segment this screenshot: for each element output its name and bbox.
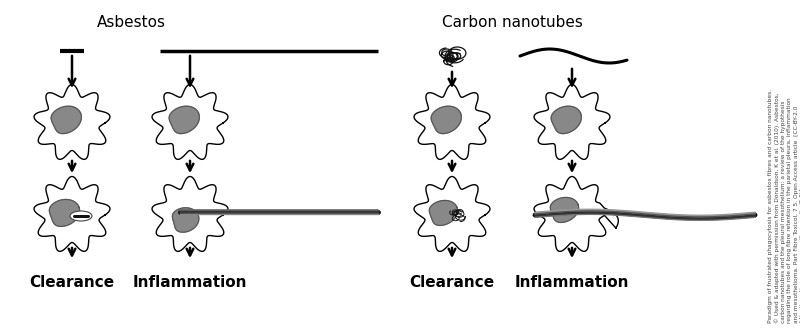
Polygon shape xyxy=(534,85,610,160)
Text: Inflammation: Inflammation xyxy=(514,275,630,290)
Polygon shape xyxy=(551,106,582,134)
Text: Paradigm of frustrated phagocytosis for asbestos fibres and carbon nanotubes.
© : Paradigm of frustrated phagocytosis for … xyxy=(768,89,800,323)
Polygon shape xyxy=(414,85,490,160)
Polygon shape xyxy=(152,176,228,251)
Polygon shape xyxy=(34,176,110,251)
Text: Asbestos: Asbestos xyxy=(97,15,166,30)
Text: Clearance: Clearance xyxy=(30,275,114,290)
Text: Carbon nanotubes: Carbon nanotubes xyxy=(442,15,582,30)
Polygon shape xyxy=(152,85,228,160)
Polygon shape xyxy=(169,106,199,134)
Polygon shape xyxy=(430,200,458,225)
Polygon shape xyxy=(34,85,110,160)
Ellipse shape xyxy=(70,211,92,221)
Text: Clearance: Clearance xyxy=(410,275,494,290)
Polygon shape xyxy=(431,106,462,134)
Polygon shape xyxy=(50,199,79,226)
Polygon shape xyxy=(414,176,490,251)
Polygon shape xyxy=(51,106,82,134)
Polygon shape xyxy=(534,176,618,251)
Polygon shape xyxy=(172,208,199,232)
Text: Inflammation: Inflammation xyxy=(133,275,247,290)
Polygon shape xyxy=(550,197,578,222)
